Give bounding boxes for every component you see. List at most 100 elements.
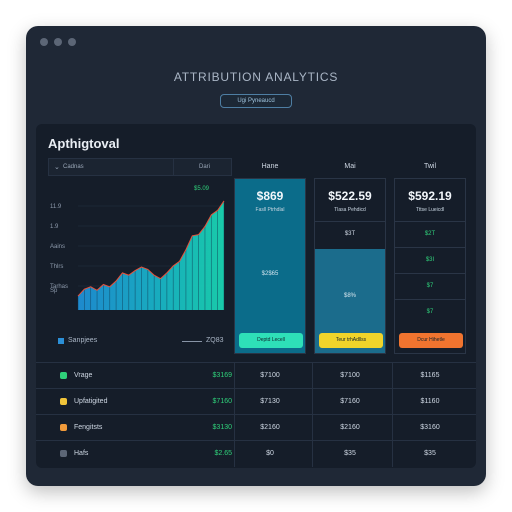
row-status-icon: [60, 398, 67, 405]
column-hane: Hane $869 Fasll Ptrhdlal $2$65 Deptd Lec…: [234, 158, 306, 354]
maximize-dot-icon[interactable]: [68, 38, 76, 46]
y-tick-label: Tarhas: [50, 284, 68, 290]
divider: [392, 363, 393, 389]
column-frame: $869 Fasll Ptrhdlal $2$65 Deptd Lecell: [234, 178, 306, 354]
row-name: Upfatigited: [74, 398, 108, 405]
row-value: $7160: [340, 398, 360, 405]
chart-top-label: $5.09: [194, 186, 210, 192]
row-value: $3130: [212, 424, 232, 431]
row-value: $3169: [212, 372, 232, 379]
divider: [315, 221, 385, 222]
divider: [173, 159, 174, 175]
column-action-button[interactable]: Deptd Lecell: [239, 333, 303, 348]
y-tick-label: 1.9: [50, 224, 59, 230]
divider: [312, 441, 313, 467]
column-row-value: $2T: [424, 231, 436, 237]
column-header: Mai: [344, 163, 356, 170]
divider: [234, 415, 235, 441]
divider: [234, 441, 235, 467]
row-name: Fengitsts: [74, 424, 103, 431]
y-tick-label: Thlrs: [50, 264, 63, 270]
row-value: $2160: [340, 424, 360, 431]
divider: [312, 363, 313, 389]
y-tick-label: 11.9: [50, 204, 62, 210]
row-status-icon: [60, 372, 67, 379]
chart-header-label[interactable]: Cadnas: [63, 164, 84, 170]
chevron-down-icon[interactable]: ⌄: [54, 164, 60, 171]
chart-header-right[interactable]: Dari: [199, 164, 211, 170]
column-row-value: $7: [426, 283, 434, 289]
column-frame: $592.19 Tttse Lueicdl $2T $3I $7 $7 Dcur…: [394, 178, 466, 354]
row-value: $35: [424, 450, 436, 457]
legend-line: [182, 341, 202, 342]
analytics-panel: Apthigtoval ⌄ Cadnas Dari 11.9 1.9 Aains Th…: [36, 124, 476, 468]
table-row[interactable]: Vrage $3169 $7100 $7100 $1165: [36, 362, 476, 389]
legend-value: ZQ83: [206, 337, 224, 344]
panel-title: Apthigtoval: [48, 136, 120, 151]
trend-line: [77, 200, 225, 297]
row-status-icon: [60, 450, 67, 457]
column-row-value: $7: [426, 309, 434, 315]
row-value: $3160: [420, 424, 440, 431]
column-header: Hane: [261, 163, 279, 170]
divider: [395, 299, 465, 300]
column-subtitle: Tttse Lueicdl: [415, 207, 445, 213]
chart-annotation: Sp: [50, 288, 58, 294]
column-value: $869: [256, 189, 284, 203]
row-value: $35: [344, 450, 356, 457]
area-chart-svg: 11.9 1.9 Aains Thlrs Tarhas $5.09 Sp: [50, 186, 225, 310]
column-frame: $522.59 Tlasa Pehdicd $3T $8% Teur trhAd…: [314, 178, 386, 354]
close-dot-icon[interactable]: [40, 38, 48, 46]
row-name: Hafs: [74, 450, 89, 457]
row-value: $7100: [340, 372, 360, 379]
row-value: $0: [266, 450, 274, 457]
divider: [392, 441, 393, 467]
column-mid-value: $2$65: [261, 271, 279, 277]
app-title: ATTRIBUTION ANALYTICS: [173, 70, 339, 84]
column-value: $522.59: [328, 189, 372, 203]
row-name: Vrage: [74, 372, 93, 379]
divider: [395, 221, 465, 222]
row-value: $2.65: [214, 450, 232, 457]
window-controls: [40, 38, 76, 46]
table-row[interactable]: Upfatigited $7160 $7130 $7160 $1160: [36, 388, 476, 415]
column-subtitle: Fasll Ptrhdlal: [255, 207, 285, 213]
chart-header: ⌄ Cadnas Dari: [48, 158, 232, 176]
divider: [392, 389, 393, 415]
minimize-dot-icon[interactable]: [54, 38, 62, 46]
column-mai: Mai $522.59 Tlasa Pehdicd $3T $8% Teur t…: [314, 158, 386, 354]
column-action-button[interactable]: Teur trhAdllss: [319, 333, 383, 348]
app-window: ATTRIBUTION ANALYTICS Ugi Pyneaucd Apthi…: [26, 26, 486, 486]
divider: [392, 415, 393, 441]
table-row[interactable]: Hafs $2.65 $0 $35 $35: [36, 440, 476, 467]
row-status-icon: [60, 424, 67, 431]
column-action-button[interactable]: Dcur Hihetle: [399, 333, 463, 348]
divider: [395, 273, 465, 274]
column-fill: [235, 179, 305, 353]
column-subtitle: Tlasa Pehdicd: [334, 207, 366, 213]
row-value: $2160: [260, 424, 280, 431]
divider: [395, 247, 465, 248]
column-header: Twil: [423, 163, 437, 170]
divider: [234, 389, 235, 415]
column-mid-value: $8%: [343, 293, 356, 299]
column-twil: Twil $592.19 Tttse Lueicdl $2T $3I $7 $7…: [394, 158, 466, 354]
column-row-value: $3I: [425, 257, 435, 263]
row-value: $1165: [420, 372, 440, 379]
column-row-value: $3T: [344, 231, 356, 237]
area-series: [78, 200, 224, 310]
divider: [312, 389, 313, 415]
row-value: $7100: [260, 372, 280, 379]
area-chart: 11.9 1.9 Aains Thlrs Tarhas $5.09 Sp: [48, 180, 232, 330]
y-tick-label: Aains: [50, 244, 65, 250]
divider: [312, 415, 313, 441]
divider: [234, 363, 235, 389]
column-value: $592.19: [408, 189, 452, 203]
filter-pill-button[interactable]: Ugi Pyneaucd: [220, 94, 292, 108]
chart-legend: Sanpjees ZQ83: [58, 336, 230, 348]
legend-swatch: [58, 338, 64, 344]
table-row[interactable]: Fengitsts $3130 $2160 $2160 $3160: [36, 414, 476, 441]
row-value: $7160: [212, 398, 232, 405]
legend-series-name: Sanpjees: [68, 337, 98, 344]
row-value: $1160: [420, 398, 440, 405]
